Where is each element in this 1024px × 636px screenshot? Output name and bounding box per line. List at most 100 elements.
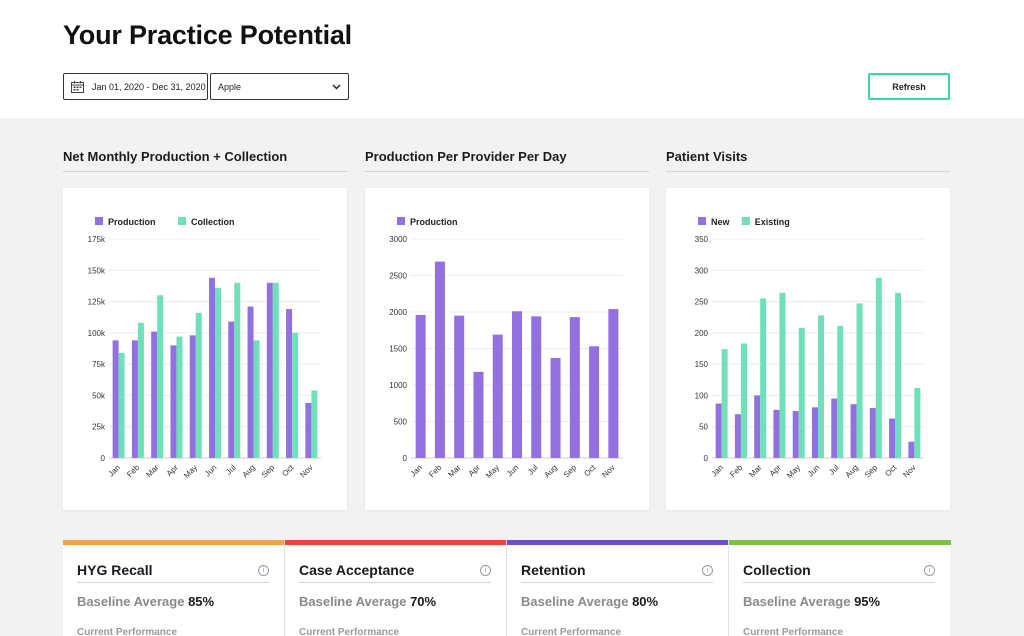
info-icon[interactable]: i (924, 565, 935, 576)
chevron-down-icon (332, 84, 341, 90)
y-tick-label: 25k (92, 423, 106, 432)
baseline-value: 80% (632, 594, 659, 609)
bar-production-jan (415, 314, 426, 458)
metric-color-bar (729, 540, 951, 545)
metric-divider (77, 582, 269, 583)
y-tick-label: 100k (88, 329, 106, 338)
x-tick-label: Aug (543, 463, 559, 479)
y-tick-label: 250 (695, 298, 709, 307)
y-tick-label: 50k (92, 391, 106, 400)
page-title: Your Practice Potential (63, 20, 352, 50)
metric-title: Collection (743, 562, 811, 578)
bar-production-jun (512, 311, 522, 458)
bar-production-sep (569, 317, 580, 458)
section-title-net-monthly: Net Monthly Production + Collection (63, 149, 288, 164)
x-tick-label: Aug (844, 463, 860, 479)
chart-production-per-provider: Production 0 500 1000 1500 2000 2500 3000 Jan Feb… (389, 217, 623, 480)
bar-production-jul (531, 316, 542, 458)
section-title-production-per-provider: Production Per Provider Per Day (365, 149, 567, 164)
y-tick-label: 500 (394, 418, 408, 427)
bar-existing-aug (856, 303, 863, 458)
x-tick-label: Jul (827, 463, 841, 477)
legend-label: New (711, 217, 731, 227)
bar-new-sep (869, 407, 876, 458)
x-tick-label: Nov (298, 463, 314, 479)
baseline-label: Baseline Average (299, 594, 407, 609)
bar-production-nov (608, 309, 619, 458)
bar-collection-jun (215, 287, 221, 458)
date-range-picker[interactable]: Jan 01, 2020 - Dec 31, 2020 (63, 73, 208, 100)
metric-divider (521, 582, 713, 583)
y-tick-label: 200 (695, 329, 709, 338)
x-tick-label: Apr (768, 463, 783, 478)
bar-production-aug (247, 306, 254, 458)
bar-production-jul (228, 321, 235, 458)
bar-new-oct (889, 418, 896, 458)
bar-new-may (792, 411, 799, 458)
x-tick-label: May (484, 463, 501, 480)
current-performance-label: Current Performance (521, 627, 622, 636)
bar-collection-jul (234, 282, 241, 458)
x-tick-label: Feb (125, 463, 142, 480)
legend-swatch (178, 217, 186, 225)
x-tick-label: Aug (241, 463, 257, 479)
bar-production-may (492, 334, 503, 458)
bar-new-jun (812, 407, 818, 458)
bar-production-apr (473, 371, 484, 458)
section-title-patient-visits: Patient Visits (666, 149, 748, 164)
current-performance-label: Current Performance (299, 627, 400, 636)
calendar-icon (71, 80, 84, 93)
bar-collection-oct (292, 332, 299, 458)
current-performance-label: Current Performance (743, 627, 844, 636)
metric-color-bar (63, 540, 284, 545)
x-tick-label: Nov (901, 463, 917, 479)
bar-existing-jul (837, 325, 844, 458)
x-tick-label: Nov (600, 463, 616, 479)
bar-existing-may (798, 327, 805, 458)
legend-swatch (397, 217, 405, 225)
x-tick-label: Sep (260, 463, 277, 480)
metric-baseline: Baseline Average 80% (521, 594, 658, 609)
current-performance-label: Current Performance (77, 627, 178, 636)
metric-card-retention: Retention i Baseline Average 80% Current… (507, 540, 729, 636)
bar-collection-sep (272, 282, 279, 458)
x-tick-label: Mar (144, 463, 160, 479)
info-icon[interactable]: i (480, 565, 491, 576)
x-tick-label: Feb (427, 463, 444, 480)
metrics-panel: HYG Recall i Baseline Average 85% Curren… (63, 540, 951, 636)
legend-label: Production (410, 217, 458, 227)
baseline-label: Baseline Average (743, 594, 851, 609)
info-icon[interactable]: i (258, 565, 269, 576)
bar-new-nov (908, 441, 915, 458)
baseline-label: Baseline Average (521, 594, 629, 609)
x-tick-label: Jun (505, 463, 520, 478)
info-icon[interactable]: i (702, 565, 713, 576)
metric-baseline: Baseline Average 95% (743, 594, 880, 609)
x-tick-label: Sep (863, 463, 880, 480)
bar-production-feb (131, 340, 138, 458)
bar-new-aug (850, 404, 857, 458)
bar-new-jan (715, 403, 722, 458)
baseline-value: 85% (188, 594, 215, 609)
x-tick-label: Oct (280, 463, 296, 479)
bar-production-jun (209, 277, 215, 458)
bar-existing-jan (721, 349, 728, 458)
metric-card-collection: Collection i Baseline Average 95% Curren… (729, 540, 951, 636)
x-tick-label: May (182, 463, 199, 480)
metric-title: Retention (521, 562, 586, 578)
y-tick-label: 0 (704, 454, 709, 463)
x-tick-label: Jan (710, 463, 725, 478)
metric-title: Case Acceptance (299, 562, 415, 578)
legend-swatch (698, 217, 706, 225)
bar-production-jan (112, 340, 119, 458)
bar-production-feb (434, 261, 445, 458)
x-tick-label: Jul (224, 463, 238, 477)
metric-card-hyg-recall: HYG Recall i Baseline Average 85% Curren… (63, 540, 285, 636)
y-tick-label: 0 (403, 454, 408, 463)
baseline-value: 70% (410, 594, 437, 609)
refresh-button[interactable]: Refresh (868, 73, 950, 100)
x-tick-label: Jul (526, 463, 540, 477)
practice-select[interactable]: Apple (210, 73, 349, 100)
bar-collection-aug (253, 340, 260, 458)
